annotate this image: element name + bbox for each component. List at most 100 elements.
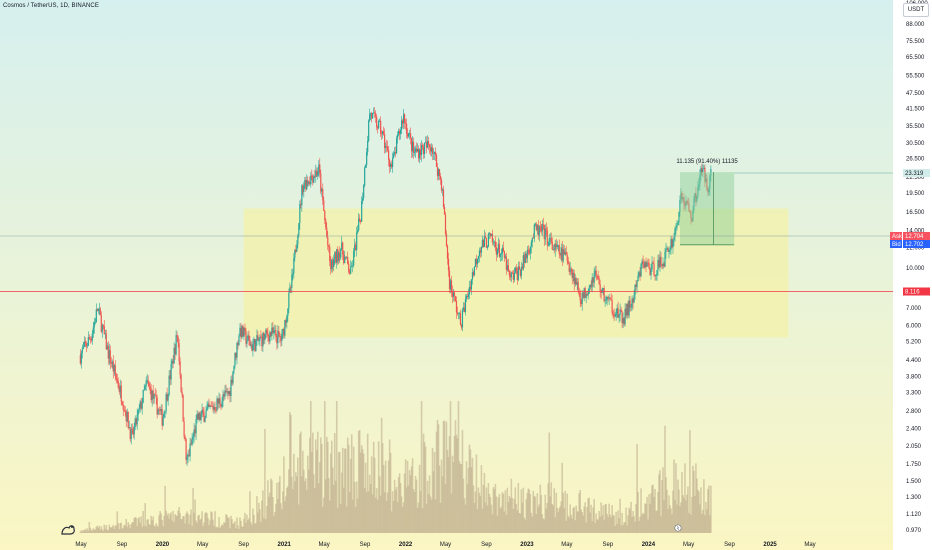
volume-bar bbox=[488, 493, 491, 533]
price-axis-panel bbox=[893, 0, 932, 550]
candle-body bbox=[412, 141, 415, 153]
volume-bar bbox=[202, 526, 204, 533]
price-tick-label: 4.400 bbox=[906, 358, 922, 364]
candle-body bbox=[234, 352, 236, 366]
volume-bar bbox=[286, 487, 288, 533]
volume-bar bbox=[176, 516, 178, 533]
volume-bar bbox=[95, 526, 98, 533]
candle-body bbox=[539, 226, 541, 228]
candle-body bbox=[645, 262, 647, 267]
price-tick-label: 2.400 bbox=[906, 426, 922, 432]
volume-bar bbox=[519, 513, 522, 533]
candle-body bbox=[395, 152, 397, 154]
candle-body bbox=[121, 401, 123, 405]
volume-bar bbox=[187, 513, 189, 533]
volume-bar bbox=[169, 514, 171, 533]
candle-body bbox=[648, 262, 650, 268]
candle-body bbox=[363, 185, 365, 198]
candle-body bbox=[190, 443, 192, 445]
candle-body bbox=[83, 341, 85, 347]
price-tick-label: 2.800 bbox=[906, 409, 922, 415]
candle-body bbox=[291, 274, 293, 288]
volume-bar bbox=[699, 504, 701, 533]
candle-body bbox=[283, 328, 285, 336]
candle-body bbox=[223, 394, 225, 397]
volume-bar bbox=[179, 513, 181, 533]
candle-body bbox=[546, 230, 548, 246]
volume-bar bbox=[236, 517, 238, 533]
candle-body bbox=[204, 417, 206, 422]
volume-bar bbox=[315, 450, 318, 533]
candle-body bbox=[361, 201, 363, 222]
volume-bar bbox=[518, 512, 521, 533]
volume-bar bbox=[677, 479, 679, 533]
volume-bar bbox=[503, 511, 506, 533]
candle-body bbox=[82, 346, 84, 349]
candle-body bbox=[151, 390, 153, 401]
candle-body bbox=[540, 227, 542, 232]
candle-body bbox=[549, 237, 551, 239]
candle-body bbox=[322, 189, 324, 201]
volume-bar bbox=[292, 489, 294, 533]
time-tick-label: 2025 bbox=[763, 542, 777, 548]
volume-bar bbox=[138, 517, 141, 533]
candle-body bbox=[453, 292, 456, 297]
volume-bar bbox=[112, 524, 115, 533]
candle-body bbox=[237, 343, 239, 345]
volume-bar bbox=[686, 494, 688, 533]
candle-body bbox=[367, 140, 369, 153]
volume-bar bbox=[588, 497, 590, 533]
volume-bar bbox=[381, 443, 384, 533]
candle-body bbox=[108, 350, 110, 359]
candle-body bbox=[593, 272, 595, 283]
volume-bar bbox=[159, 511, 161, 533]
candle-body bbox=[659, 256, 661, 268]
candle-body bbox=[184, 436, 186, 440]
volume-bar bbox=[172, 510, 174, 533]
candle-body bbox=[137, 410, 139, 415]
volume-bar bbox=[129, 528, 132, 533]
candle-body bbox=[381, 133, 383, 135]
candle-body bbox=[635, 284, 637, 287]
candle-body bbox=[375, 113, 377, 117]
candle-body bbox=[179, 361, 181, 375]
candle-body bbox=[421, 145, 424, 147]
volume-bar bbox=[596, 519, 598, 533]
volume-bar bbox=[380, 417, 383, 533]
candle-body bbox=[208, 403, 210, 407]
time-tick-label: May bbox=[683, 542, 694, 548]
candle-body bbox=[622, 318, 624, 324]
candle-body bbox=[136, 414, 138, 425]
volume-bar bbox=[368, 474, 371, 533]
volume-bar bbox=[695, 463, 697, 533]
candle-body bbox=[286, 316, 288, 323]
candle-body bbox=[437, 169, 440, 177]
volume-bar bbox=[537, 507, 540, 533]
volume-bar bbox=[415, 479, 418, 533]
time-axis[interactable]: May Sep 2020 May Sep 2021 May Sep 2022 May Sep 2023… bbox=[75, 542, 815, 548]
candle-body bbox=[620, 309, 622, 312]
volume-bar bbox=[298, 504, 300, 533]
currency-button[interactable]: USDT bbox=[903, 3, 929, 17]
volume-bar bbox=[571, 518, 574, 533]
candle-body bbox=[265, 329, 267, 335]
volume-bar bbox=[328, 500, 331, 533]
measure-box[interactable] bbox=[679, 172, 735, 245]
candle-body bbox=[613, 314, 615, 317]
candle-body bbox=[266, 329, 268, 334]
volume-bar bbox=[325, 436, 328, 533]
volume-bar bbox=[270, 478, 272, 533]
candle-body bbox=[350, 266, 352, 274]
volume-bar bbox=[279, 475, 281, 533]
volume-bar bbox=[525, 499, 528, 533]
candle-body bbox=[457, 313, 460, 314]
svg-text:Bid: Bid bbox=[892, 242, 901, 248]
candle-body bbox=[332, 259, 334, 267]
volume-bar bbox=[121, 528, 124, 533]
candle-body bbox=[146, 380, 148, 381]
candle-body bbox=[571, 269, 573, 278]
events-marker-icon[interactable] bbox=[674, 524, 682, 532]
price-axis[interactable]: 106.00088.00075.50065.50055.50047.50041.… bbox=[906, 1, 928, 534]
candle-body bbox=[427, 141, 430, 145]
